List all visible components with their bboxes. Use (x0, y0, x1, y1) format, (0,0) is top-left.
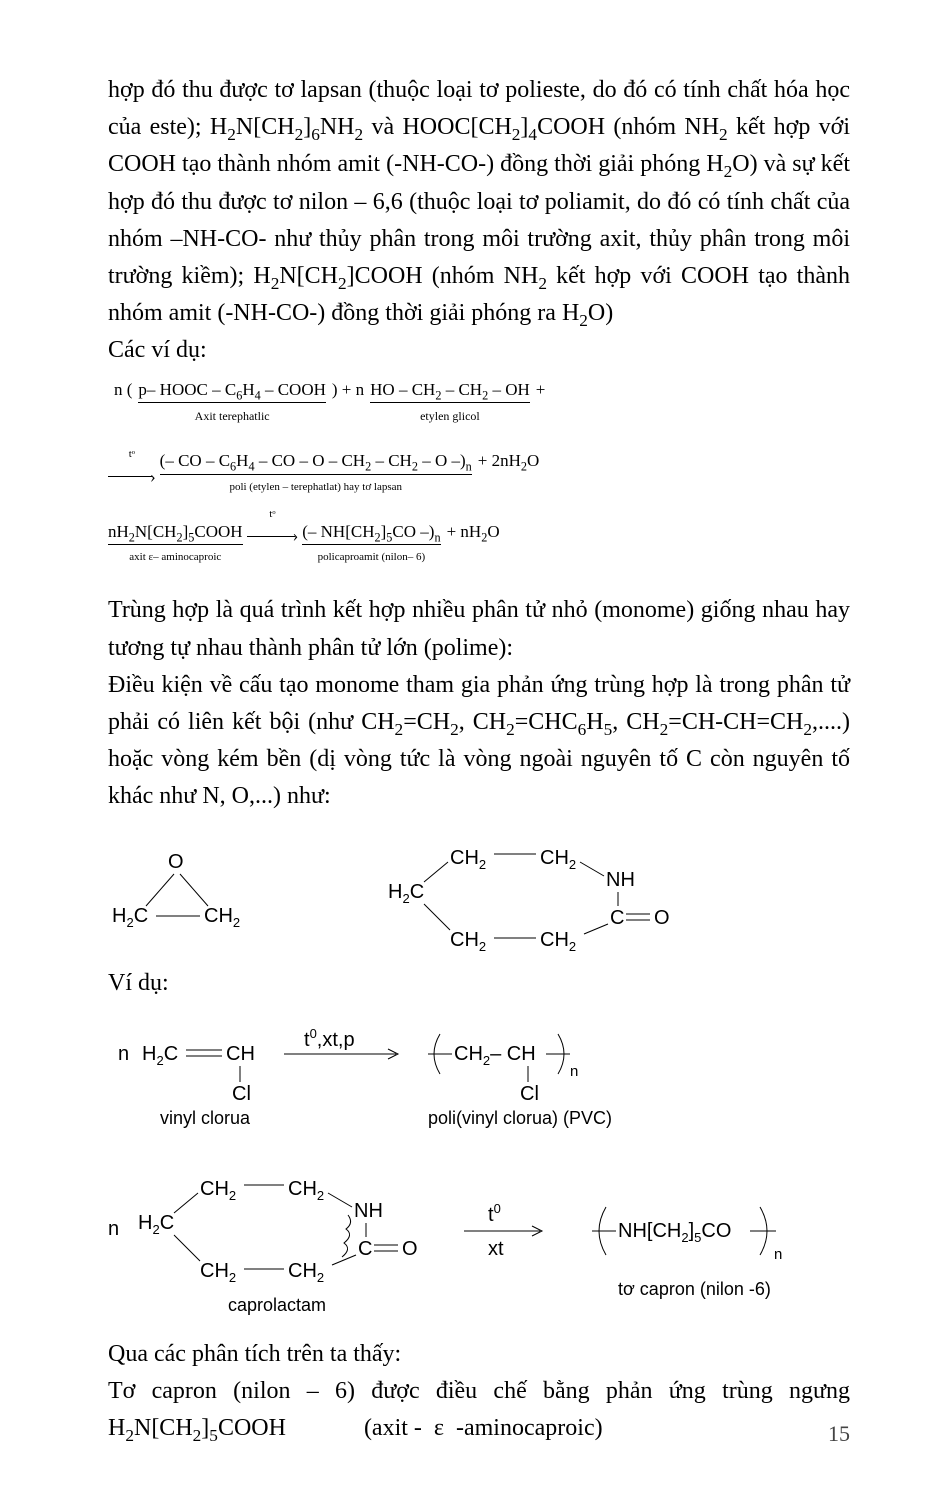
epoxide-O: O (168, 851, 184, 873)
eq1-pre: n ( (108, 380, 138, 422)
structures-svg: O H2C CH2 CH2 CH2 NH H2C C O (108, 834, 848, 954)
rxn1-rhs-l2: Cl (520, 1083, 539, 1105)
svg-text:CH2: CH2 (288, 1260, 324, 1285)
eq3-trail: + nH2O (441, 522, 506, 564)
rxn1-n: n (118, 1043, 129, 1065)
rxn1-arrow-over: t0,xt,p (304, 1026, 355, 1051)
ring-c4: H2C (388, 881, 424, 906)
reaction-2: n CH2 CH2 NH H2C C O CH2 CH2 (108, 1165, 850, 1330)
rxn1-rhs-cap: poli(vinyl clorua) (PVC) (428, 1108, 612, 1128)
epoxide-right: CH2 (204, 905, 240, 930)
eq1-group-2: HO – CH2 – CH2 – OH etylen glicol (370, 380, 530, 424)
eq2-arrow: tᵒ › (108, 462, 156, 482)
eq3-arrow-over: tᵒ (269, 508, 275, 521)
eq1-g2-cap: etylen glicol (420, 409, 480, 423)
ring-c6: CH2 (450, 929, 486, 954)
paragraph-3: Trùng hợp là quá trình kết hợp nhiều phâ… (108, 592, 850, 666)
eq1-trail: + (530, 380, 552, 422)
eq1-group-1: p– HOOC – C6H4 – COOH Axit terephatlic (138, 380, 325, 424)
eq1-mid: ) + n (326, 380, 370, 422)
page-number: 15 (828, 1421, 850, 1447)
ring-c5: C (610, 907, 624, 929)
svg-text:CH2: CH2 (200, 1178, 236, 1203)
ring-c7: CH2 (540, 929, 576, 954)
rxn1-lhs-l1a: H2C (142, 1043, 178, 1068)
svg-text:CH2: CH2 (288, 1178, 324, 1203)
rxn2-arrow-under: xt (488, 1238, 504, 1260)
eq3-arrow: tᵒ › (247, 522, 299, 542)
eq2-top: (– CO – C6H4 – CO – O – CH2 – CH2 – O –)… (160, 451, 472, 471)
eq-row-1: n ( p– HOOC – C6H4 – COOH Axit terephatl… (108, 380, 850, 424)
eq2-arrow-over: tᵒ (129, 448, 135, 461)
epoxide-left: H2C (112, 905, 148, 930)
eq-row-2: tᵒ › (– CO – C6H4 – CO – O – CH2 – CH2 –… (108, 451, 850, 494)
eq3-g2-cap: policaproamit (nilon– 6) (318, 551, 426, 564)
eq2-cap: poli (etylen – terephatlat) hay tơ lapsa… (229, 481, 402, 494)
ring-c3: NH (606, 869, 635, 891)
svg-text:O: O (402, 1238, 418, 1260)
svg-text:H2C: H2C (138, 1212, 174, 1237)
svg-text:C: C (358, 1238, 372, 1260)
paragraph-6: Qua các phân tích trên ta thấy: (108, 1336, 850, 1373)
paragraph-example-label: Ví dụ: (108, 965, 850, 1002)
eq3-group-1: nH2N[CH2]5COOH axit ε– aminocaproic (108, 522, 243, 565)
eq3-group-2: (– NH[CH2]5CO –)n policaproamit (nilon– … (302, 522, 440, 565)
paragraph-4: Điều kiện về cấu tạo monome tham gia phả… (108, 667, 850, 816)
rxn1-rhs-n: n (570, 1063, 578, 1080)
rxn2-lhs-cap: caprolactam (228, 1295, 326, 1315)
paragraph-1: hợp đó thu được tơ lapsan (thuộc loại tơ… (108, 72, 850, 332)
paragraph-7a: Tơ capron (nilon – 6) được điều chế bằng… (108, 1373, 850, 1410)
eq1-g1-cap: Axit terephatlic (195, 409, 270, 423)
reaction-1: n H2C CH Cl vinyl clorua t0,xt,p CH2– CH… (108, 1020, 850, 1145)
rxn2-rhs-inner: NH[CH2]5CO (618, 1220, 731, 1245)
eq1-g2-top: HO – CH2 – CH2 – OH (370, 380, 530, 400)
page: hợp đó thu được tơ lapsan (thuộc loại tơ… (0, 0, 950, 1487)
eq2-group: (– CO – C6H4 – CO – O – CH2 – CH2 – O –)… (160, 451, 472, 494)
eq3-g1-top: nH2N[CH2]5COOH (108, 522, 243, 542)
paragraph-7b: H2N[CH2]5COOH (axit - ε -aminocaproic) (108, 1410, 850, 1447)
ring-c1: CH2 (450, 847, 486, 872)
rxn1-lhs-cap: vinyl clorua (160, 1108, 251, 1128)
rxn1-lhs-l2: Cl (232, 1083, 251, 1105)
eq-row-3: nH2N[CH2]5COOH axit ε– aminocaproic tᵒ ›… (108, 522, 850, 565)
eq1-g1-top: p– HOOC – C6H4 – COOH (138, 380, 325, 400)
eq3-g1-cap: axit ε– aminocaproic (129, 551, 221, 564)
rxn1-rhs-l1: CH2– CH (454, 1043, 536, 1068)
rxn2-n: n (108, 1218, 119, 1240)
rxn2-rhs-n: n (774, 1246, 782, 1263)
paragraph-examples-label: Các ví dụ: (108, 332, 850, 369)
eq3-g2-top: (– NH[CH2]5CO –)n (302, 522, 440, 542)
svg-text:NH: NH (354, 1200, 383, 1222)
eq2-trail: + 2nH2O (472, 451, 546, 493)
rxn2-rhs-cap: tơ capron (nilon -6) (618, 1279, 771, 1299)
ring-c5b: O (654, 907, 670, 929)
equation-block: n ( p– HOOC – C6H4 – COOH Axit terephatl… (108, 380, 850, 565)
structure-diagrams: O H2C CH2 CH2 CH2 NH H2C C O (108, 834, 850, 959)
rxn1-lhs-l1b: CH (226, 1043, 255, 1065)
ring-c2: CH2 (540, 847, 576, 872)
rxn2-arrow-over: t0 (488, 1201, 501, 1226)
svg-text:CH2: CH2 (200, 1260, 236, 1285)
